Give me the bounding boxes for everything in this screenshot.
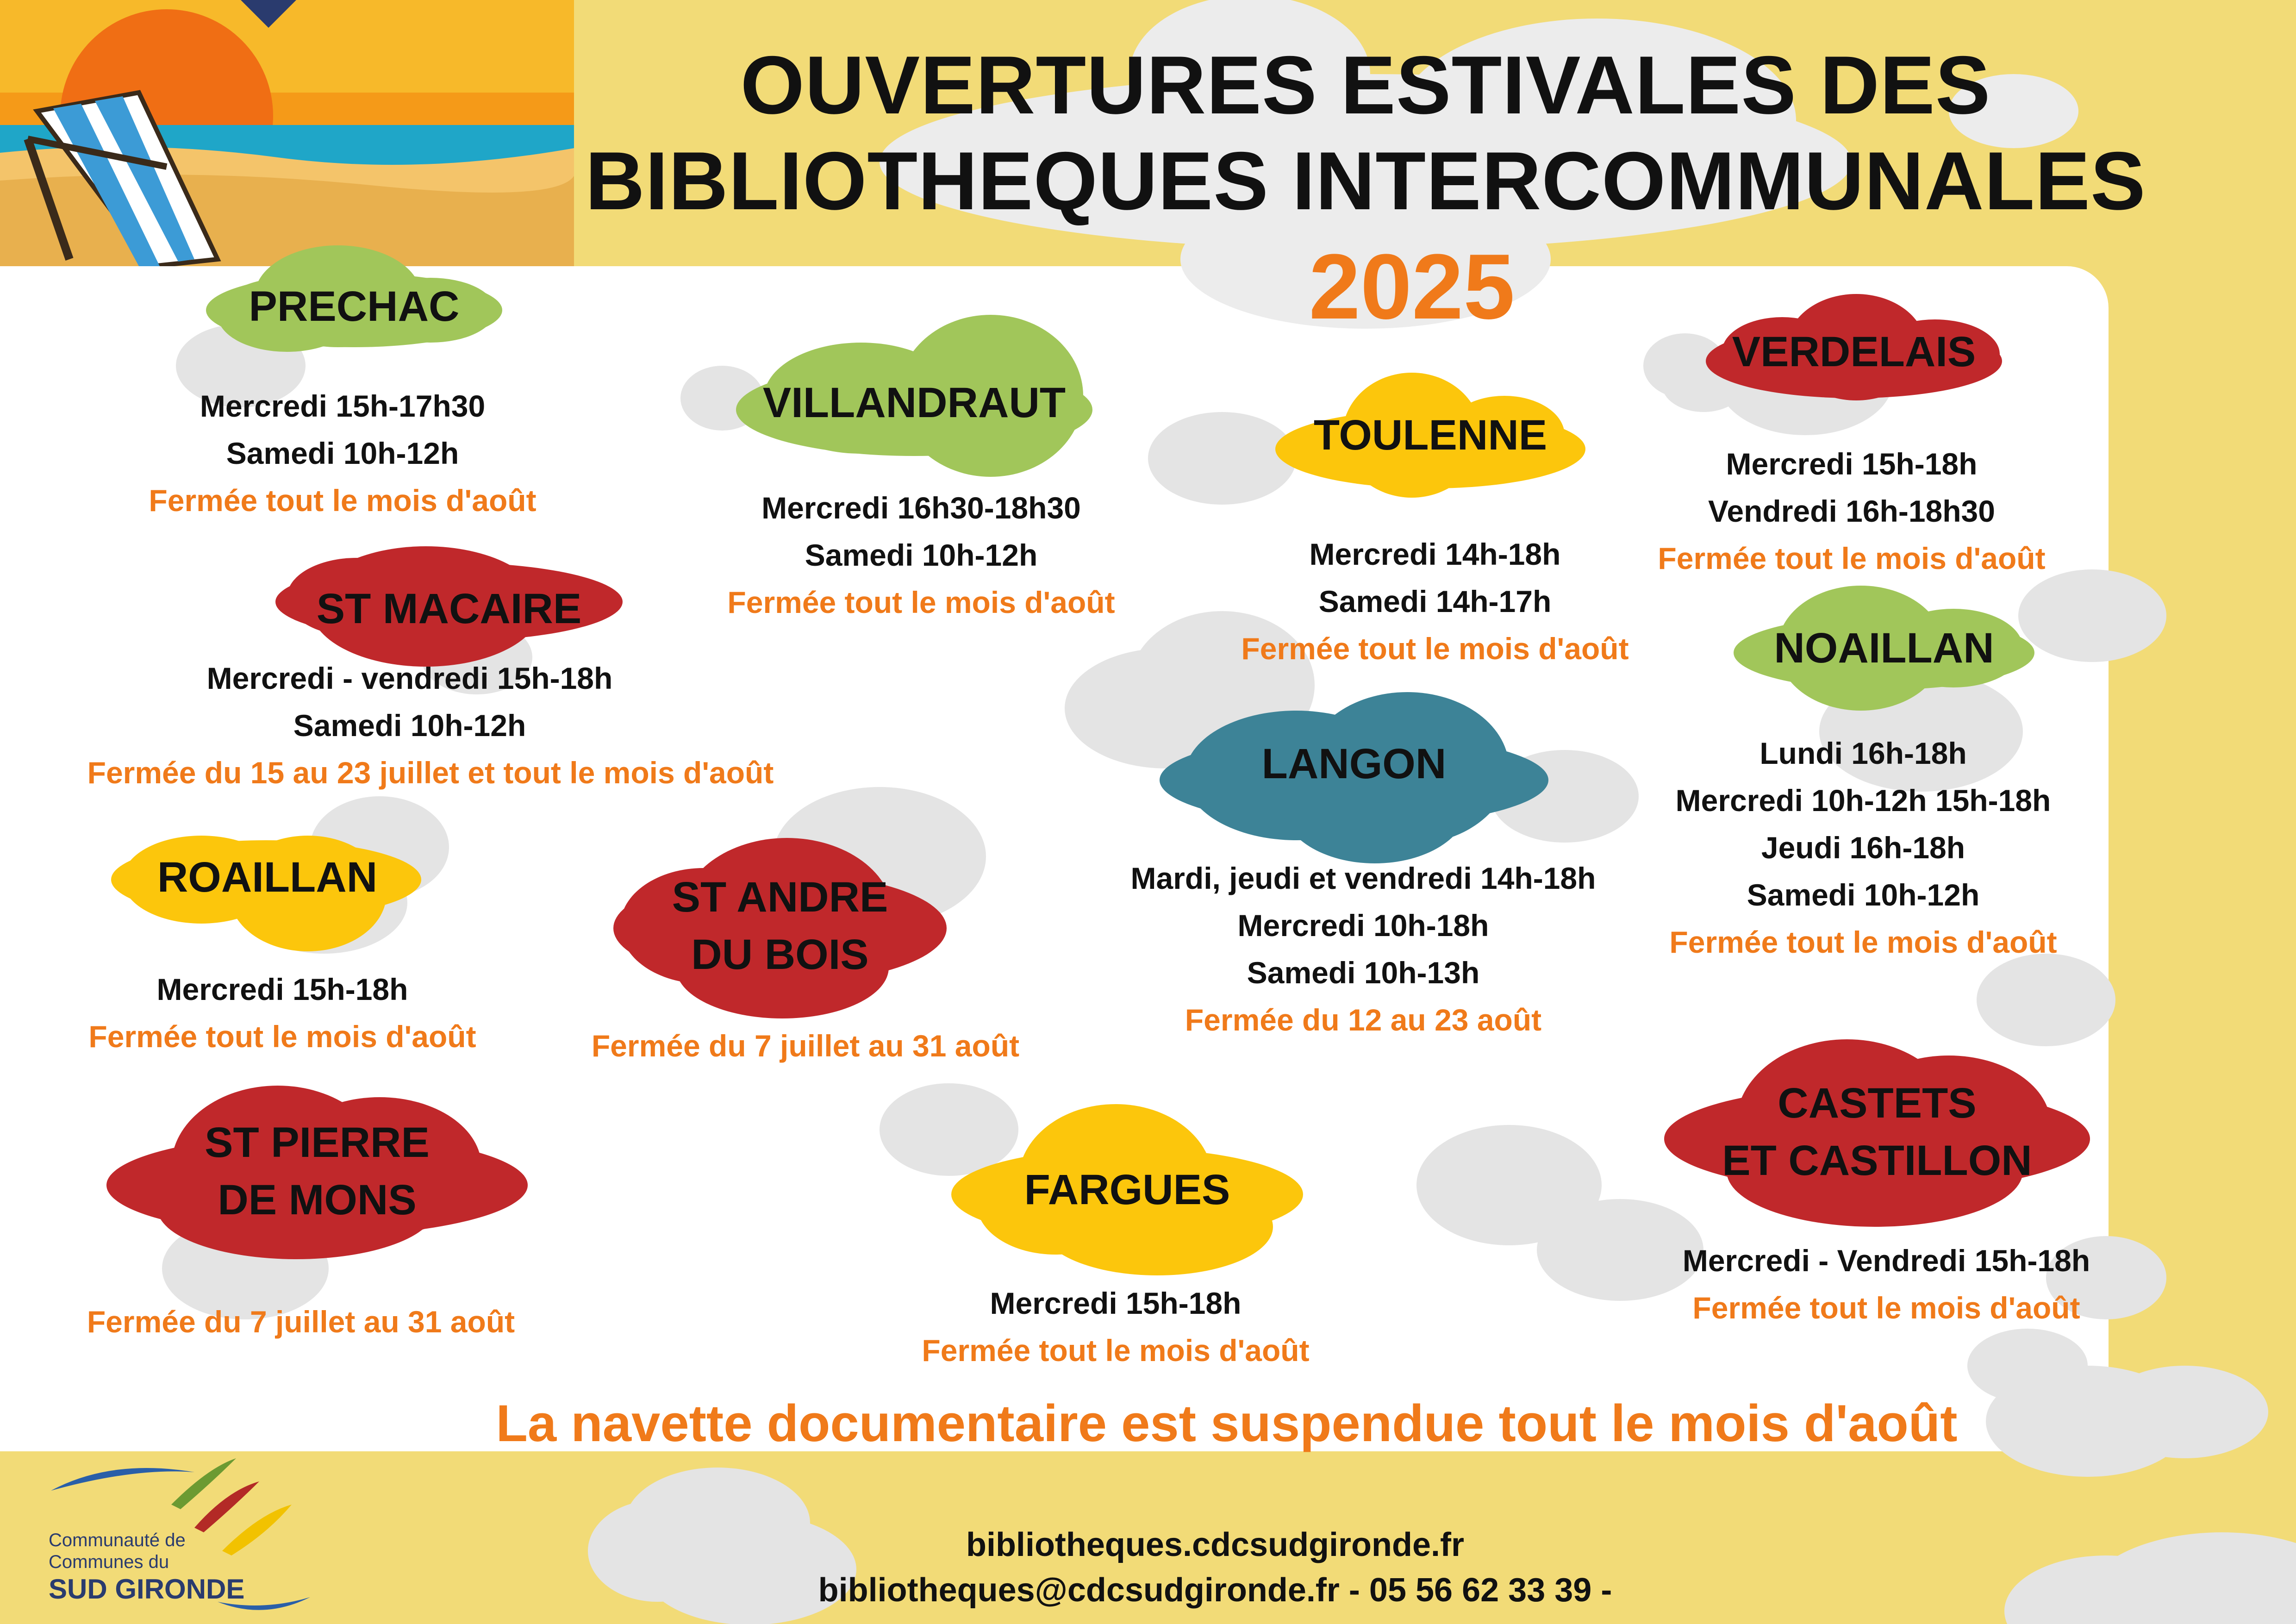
hours-line: Mercredi 16h30-18h30: [761, 491, 1081, 525]
hours-line: Samedi 10h-12h: [805, 538, 1038, 572]
library-name: VILLANDRAUT: [762, 379, 1066, 426]
hours-villandraut: Mercredi 16h30-18h30 Samedi 10h-12h Ferm…: [694, 484, 1148, 626]
closure-note: Fermée tout le mois d'août: [149, 483, 537, 518]
cloud-st-andre: ST ANDRE DU BOIS: [611, 829, 949, 1023]
cloud-st-pierre: ST PIERRE DE MONS: [102, 1079, 532, 1264]
hours-line: Mercredi - vendredi 15h-18h: [206, 661, 613, 695]
hours-noaillan: Lundi 16h-18h Mercredi 10h-12h 15h-18h J…: [1648, 730, 2078, 966]
cloud-toulenne: TOULENNE: [1273, 370, 1588, 500]
hours-st-pierre: Fermée du 7 juillet au 31 août: [65, 1298, 537, 1345]
beach-deckchair-illustration: [0, 0, 574, 266]
cloud-roaillan: ROAILLAN: [109, 815, 426, 954]
website-link[interactable]: bibliotheques.cdcsudgironde.fr: [966, 1526, 1465, 1563]
cdc-sud-gironde-logo: Communauté de Communes du SUD GIRONDE: [42, 1449, 319, 1616]
library-name: ST MACAIRE: [316, 585, 582, 632]
closure-note: Fermée tout le mois d'août: [1669, 925, 2057, 959]
hours-verdelais: Mercredi 15h-18h Vendredi 16h-18h30 Ferm…: [1629, 440, 2074, 582]
closure-note: Fermée du 7 juillet au 31 août: [87, 1305, 515, 1339]
year-label: 2025: [1309, 235, 1515, 338]
closure-note: Fermée tout le mois d'août: [1658, 541, 2046, 575]
page-title-line1: OUVERTURES ESTIVALES DES: [740, 39, 1991, 131]
closure-note: Fermée du 15 au 23 juillet et tout le mo…: [87, 756, 774, 790]
closure-note: Fermée du 12 au 23 août: [1185, 1003, 1542, 1037]
hours-line: Mercredi 10h-12h 15h-18h: [1675, 783, 2051, 818]
cloud-castets: CASTETS ET CASTILLON: [1662, 1032, 2092, 1231]
cloud-fargues: FARGUES: [949, 1102, 1305, 1278]
library-name: LANGON: [1261, 740, 1447, 787]
cloud-verdelais: VERDELAIS: [1703, 292, 2004, 412]
closure-note: Fermée du 7 juillet au 31 août: [591, 1029, 1020, 1063]
hours-line: Mercredi - Vendredi 15h-18h: [1682, 1243, 2090, 1278]
library-name: TOULENNE: [1313, 411, 1547, 459]
logo-line2: Communes du: [49, 1552, 169, 1572]
hours-st-macaire: Mercredi - vendredi 15h-18h Samedi 10h-1…: [56, 655, 805, 796]
logo-swoosh-icon: [51, 1458, 310, 1610]
library-name: PRECHAC: [249, 283, 460, 331]
hours-line: Samedi 10h-13h: [1247, 956, 1480, 990]
hours-line: Mardi, jeudi et vendredi 14h-18h: [1130, 861, 1596, 895]
cloud-langon: LANGON: [1157, 690, 1551, 866]
hours-line: Samedi 10h-12h: [293, 708, 526, 743]
closure-note: Fermée tout le mois d'août: [1692, 1291, 2080, 1325]
hours-line: Lundi 16h-18h: [1759, 736, 1967, 770]
cloud-villandraut: VILLANDRAUT: [731, 310, 1097, 495]
hours-line: Samedi 14h-17h: [1318, 584, 1552, 618]
hours-roaillan: Mercredi 15h-18h Fermée tout le mois d'a…: [69, 966, 495, 1060]
library-name: VERDELAIS: [1732, 328, 1976, 375]
hours-st-andre: Fermée du 7 juillet au 31 août: [569, 1022, 1042, 1069]
hours-line: Vendredi 16h-18h30: [1708, 494, 1995, 528]
cloud-noaillan: NOAILLAN: [1731, 583, 2037, 713]
navette-notice: La navette documentaire est suspendue to…: [496, 1394, 1958, 1452]
logo-line1: Communauté de: [49, 1530, 186, 1550]
hours-line: Jeudi 16h-18h: [1761, 831, 1965, 865]
contact-info[interactable]: bibliotheques@cdcsudgironde.fr - 05 56 6…: [818, 1572, 1612, 1609]
hours-prechac: Mercredi 15h-17h30 Samedi 10h-12h Fermée…: [139, 382, 546, 524]
hours-line: Samedi 10h-12h: [226, 436, 459, 470]
library-name: FARGUES: [1024, 1166, 1230, 1213]
hours-line: Mercredi 15h-18h: [1726, 447, 1978, 481]
hours-line: Mercredi 15h-17h30: [200, 389, 486, 423]
hours-line: Mercredi 10h-18h: [1237, 908, 1489, 943]
library-name: ST PIERRE DE MONS: [205, 1118, 430, 1224]
cloud-prechac: PRECHAC: [199, 245, 509, 368]
closure-note: Fermée tout le mois d'août: [1241, 631, 1629, 666]
library-name: NOAILLAN: [1774, 624, 1994, 672]
library-name: ROAILLAN: [157, 853, 378, 901]
closure-note: Fermée tout le mois d'août: [727, 585, 1115, 619]
closure-note: Fermée tout le mois d'août: [922, 1333, 1310, 1368]
hours-line: Mercredi 14h-18h: [1309, 537, 1561, 571]
hours-toulenne: Mercredi 14h-18h Samedi 14h-17h Fermée t…: [1213, 531, 1657, 672]
page-title-line2: BIBLIOTHEQUES INTERCOMMUNALES: [585, 135, 2146, 227]
library-name: CASTETS ET CASTILLON: [1722, 1079, 2032, 1184]
library-name: ST ANDRE DU BOIS: [672, 873, 888, 978]
closure-note: Fermée tout le mois d'août: [88, 1019, 476, 1054]
logo-line3: SUD GIRONDE: [49, 1574, 245, 1605]
hours-line: Samedi 10h-12h: [1747, 878, 1980, 912]
hours-langon: Mardi, jeudi et vendredi 14h-18h Mercred…: [1083, 855, 1643, 1043]
hours-castets: Mercredi - Vendredi 15h-18h Fermée tout …: [1648, 1237, 2125, 1331]
cloud-st-macaire: ST MACAIRE: [273, 532, 625, 676]
hours-fargues: Mercredi 15h-18h Fermée tout le mois d'a…: [898, 1280, 1333, 1374]
hours-line: Mercredi 15h-18h: [156, 972, 408, 1006]
hours-line: Mercredi 15h-18h: [990, 1286, 1242, 1320]
